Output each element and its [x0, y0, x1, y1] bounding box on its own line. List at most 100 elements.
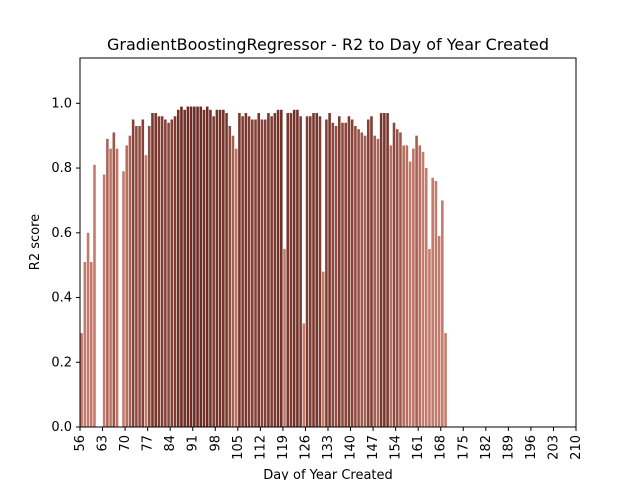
- bar: [341, 122, 344, 427]
- bar: [196, 106, 199, 427]
- bar: [209, 109, 212, 427]
- bar: [202, 109, 206, 427]
- bar: [405, 145, 409, 428]
- bar: [283, 248, 286, 427]
- bar: [160, 116, 164, 428]
- bar: [315, 113, 319, 428]
- bar: [251, 119, 254, 427]
- bar: [183, 109, 186, 427]
- bar: [292, 109, 296, 427]
- bar: [218, 109, 222, 427]
- x-axis-title: Day of Year Created: [263, 468, 393, 480]
- bar: [263, 119, 267, 427]
- bar: [164, 119, 167, 427]
- bar: [80, 333, 83, 427]
- bar: [167, 122, 170, 427]
- bar: [412, 148, 415, 427]
- bar: [305, 116, 309, 428]
- x-tick-label: 168: [434, 435, 449, 460]
- bar: [199, 106, 203, 427]
- bar: [379, 113, 383, 428]
- bar: [244, 113, 248, 428]
- bar: [102, 174, 106, 427]
- bar: [270, 116, 273, 428]
- x-tick-label: 154: [389, 435, 404, 460]
- bar: [86, 232, 90, 427]
- bar: [238, 113, 241, 428]
- bar: [154, 113, 157, 428]
- bar: [434, 181, 438, 427]
- bar: [254, 119, 257, 427]
- bar: [122, 171, 125, 427]
- bar: [144, 155, 148, 427]
- bar: [225, 113, 228, 428]
- bar: [125, 145, 128, 428]
- y-tick-label: 0.2: [51, 355, 72, 370]
- bar: [157, 116, 161, 428]
- bar: [109, 148, 112, 427]
- bar: [151, 113, 154, 428]
- x-tick-label: 210: [569, 435, 584, 460]
- bar: [350, 119, 354, 427]
- bar: [415, 135, 418, 427]
- bar: [176, 109, 180, 427]
- bar: [241, 116, 244, 428]
- x-tick-label: 119: [276, 435, 291, 460]
- bar: [312, 113, 315, 428]
- bar: [170, 119, 174, 427]
- x-tick-label: 56: [73, 435, 88, 452]
- bar: [428, 248, 431, 427]
- bar: [370, 116, 373, 428]
- x-tick-label: 112: [253, 435, 268, 460]
- bar: [186, 106, 190, 427]
- bar: [138, 125, 141, 427]
- y-tick-label: 0.8: [51, 161, 72, 176]
- bar: [354, 125, 357, 427]
- y-tick-label: 1.0: [51, 96, 72, 111]
- x-tick-label: 126: [298, 435, 313, 460]
- x-tick-label: 161: [411, 435, 426, 460]
- x-tick-label: 196: [524, 435, 539, 460]
- x-tick-label: 77: [141, 435, 156, 452]
- bar: [83, 261, 87, 427]
- bar: [318, 116, 322, 428]
- bar: [431, 177, 434, 427]
- bar: [357, 129, 360, 428]
- bar: [402, 145, 405, 428]
- bar: [286, 113, 290, 428]
- x-tick-label: 140: [344, 435, 359, 460]
- bar: [321, 271, 325, 427]
- y-tick-label: 0.0: [51, 420, 72, 435]
- bar: [441, 200, 444, 427]
- bar: [325, 119, 328, 427]
- bar: [231, 135, 235, 427]
- bar: [363, 135, 367, 427]
- bar: [424, 168, 428, 428]
- bar: [328, 113, 331, 428]
- bar: [257, 113, 261, 428]
- bar: [115, 148, 119, 427]
- bar: [347, 116, 351, 428]
- bar: [437, 236, 441, 427]
- bar: [289, 113, 293, 428]
- x-tick-label: 70: [118, 435, 133, 452]
- x-tick-label: 84: [163, 435, 178, 452]
- bar: [386, 113, 389, 428]
- bar: [299, 116, 302, 428]
- bar: [273, 113, 277, 428]
- x-tick-label: 175: [456, 435, 471, 460]
- x-tick-label: 63: [96, 435, 111, 452]
- x-tick-label: 147: [366, 435, 381, 460]
- bar: [444, 333, 447, 427]
- bar: [234, 148, 238, 427]
- y-tick-label: 0.4: [51, 291, 72, 306]
- bar: [228, 125, 232, 427]
- bar: [366, 119, 370, 427]
- bar: [260, 119, 264, 427]
- bar: [376, 138, 380, 427]
- bar: [280, 109, 283, 427]
- x-tick-label: 98: [208, 435, 223, 452]
- bar: [93, 164, 96, 427]
- x-tick-label: 91: [186, 435, 201, 452]
